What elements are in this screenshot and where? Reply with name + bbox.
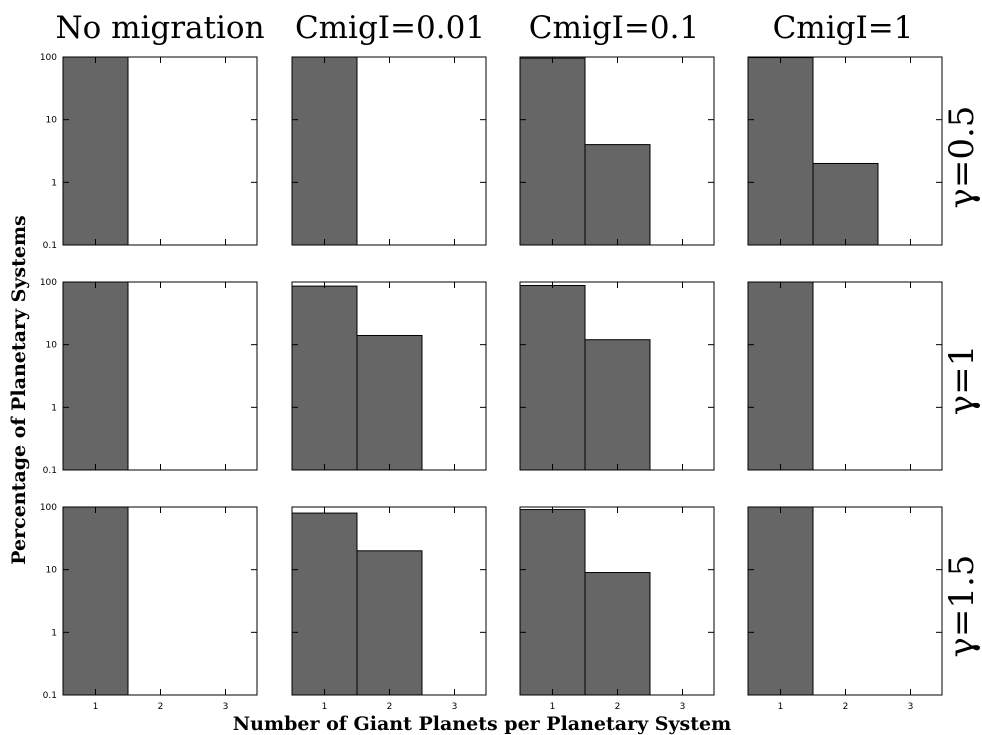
x-tick-label-c1-3: 3 (223, 702, 229, 712)
x-tick-label-c1-2: 2 (158, 702, 164, 712)
bar-r3-c3-n2 (584, 572, 651, 696)
bar-r2-c3-n2 (584, 339, 651, 471)
column-title-3: CmigI=0.1 (529, 10, 699, 46)
column-title-1: No migration (55, 10, 264, 46)
bar-r3-c1-n1 (62, 506, 129, 696)
x-tick-label-c1-1: 1 (93, 702, 99, 712)
bar-r3-c4-n1 (747, 506, 814, 696)
row-label-2: γ=1 (942, 345, 982, 415)
x-tick-label-c2-2: 2 (387, 702, 393, 712)
panel-grid: 100 10 1 0.1 100 10 1 0.1 100 10 1 0.1 1 2 3 1 2 3 1 2 3 1 2 3 (40, 53, 943, 712)
row-label-1: γ=0.5 (942, 106, 982, 209)
x-tick-label-c3-2: 2 (615, 702, 621, 712)
y-tick-label-r3-1: 1 (51, 628, 57, 638)
bar-r1-c2-n1 (291, 56, 358, 246)
y-tick-label-r1-0.1: 0.1 (43, 241, 57, 251)
row-label-3: γ=1.5 (942, 555, 982, 658)
bar-r3-c2-n2 (356, 550, 423, 696)
y-tick-label-r1-10: 10 (46, 116, 58, 126)
bar-r1-c1-n1 (62, 56, 129, 246)
bar-r1-c4-n1 (747, 57, 814, 246)
x-tick-label-c2-3: 3 (452, 702, 458, 712)
y-tick-label-r3-10: 10 (46, 566, 58, 576)
bar-r1-c3-n2 (584, 144, 651, 246)
x-tick-label-c3-1: 1 (550, 702, 556, 712)
y-tick-label-r1-1: 1 (51, 178, 57, 188)
x-tick-label-c4-1: 1 (778, 702, 784, 712)
y-tick-label-r1-100: 100 (40, 53, 57, 63)
y-tick-label-r3-100: 100 (40, 503, 57, 513)
x-tick-label-c4-3: 3 (908, 702, 914, 712)
y-tick-label-r2-1: 1 (51, 403, 57, 413)
column-title-4: CmigI=1 (773, 10, 914, 46)
x-tick-label-c3-3: 3 (680, 702, 686, 712)
bar-r2-c2-n2 (356, 335, 423, 471)
y-axis-title: Percentage of Planetary Systems (8, 215, 30, 564)
y-tick-label-r2-10: 10 (46, 341, 58, 351)
bar-r2-c3-n1 (519, 284, 586, 471)
bar-r3-c3-n1 (519, 509, 586, 696)
y-tick-label-r3-0.1: 0.1 (43, 691, 57, 701)
x-tick-label-c2-1: 1 (322, 702, 328, 712)
x-tick-label-c4-2: 2 (843, 702, 849, 712)
bar-r2-c1-n1 (62, 281, 129, 471)
bar-r2-c4-n1 (747, 281, 814, 471)
x-axis-title: Number of Giant Planets per Planetary Sy… (233, 713, 731, 735)
column-title-2: CmigI=0.01 (295, 10, 485, 46)
y-tick-label-r2-0.1: 0.1 (43, 466, 57, 476)
bar-r3-c2-n1 (291, 512, 358, 696)
y-tick-label-r2-100: 100 (40, 278, 57, 288)
bar-r1-c3-n1 (519, 57, 586, 246)
bar-r1-c4-n2 (812, 162, 879, 246)
bar-r2-c2-n1 (291, 285, 358, 471)
